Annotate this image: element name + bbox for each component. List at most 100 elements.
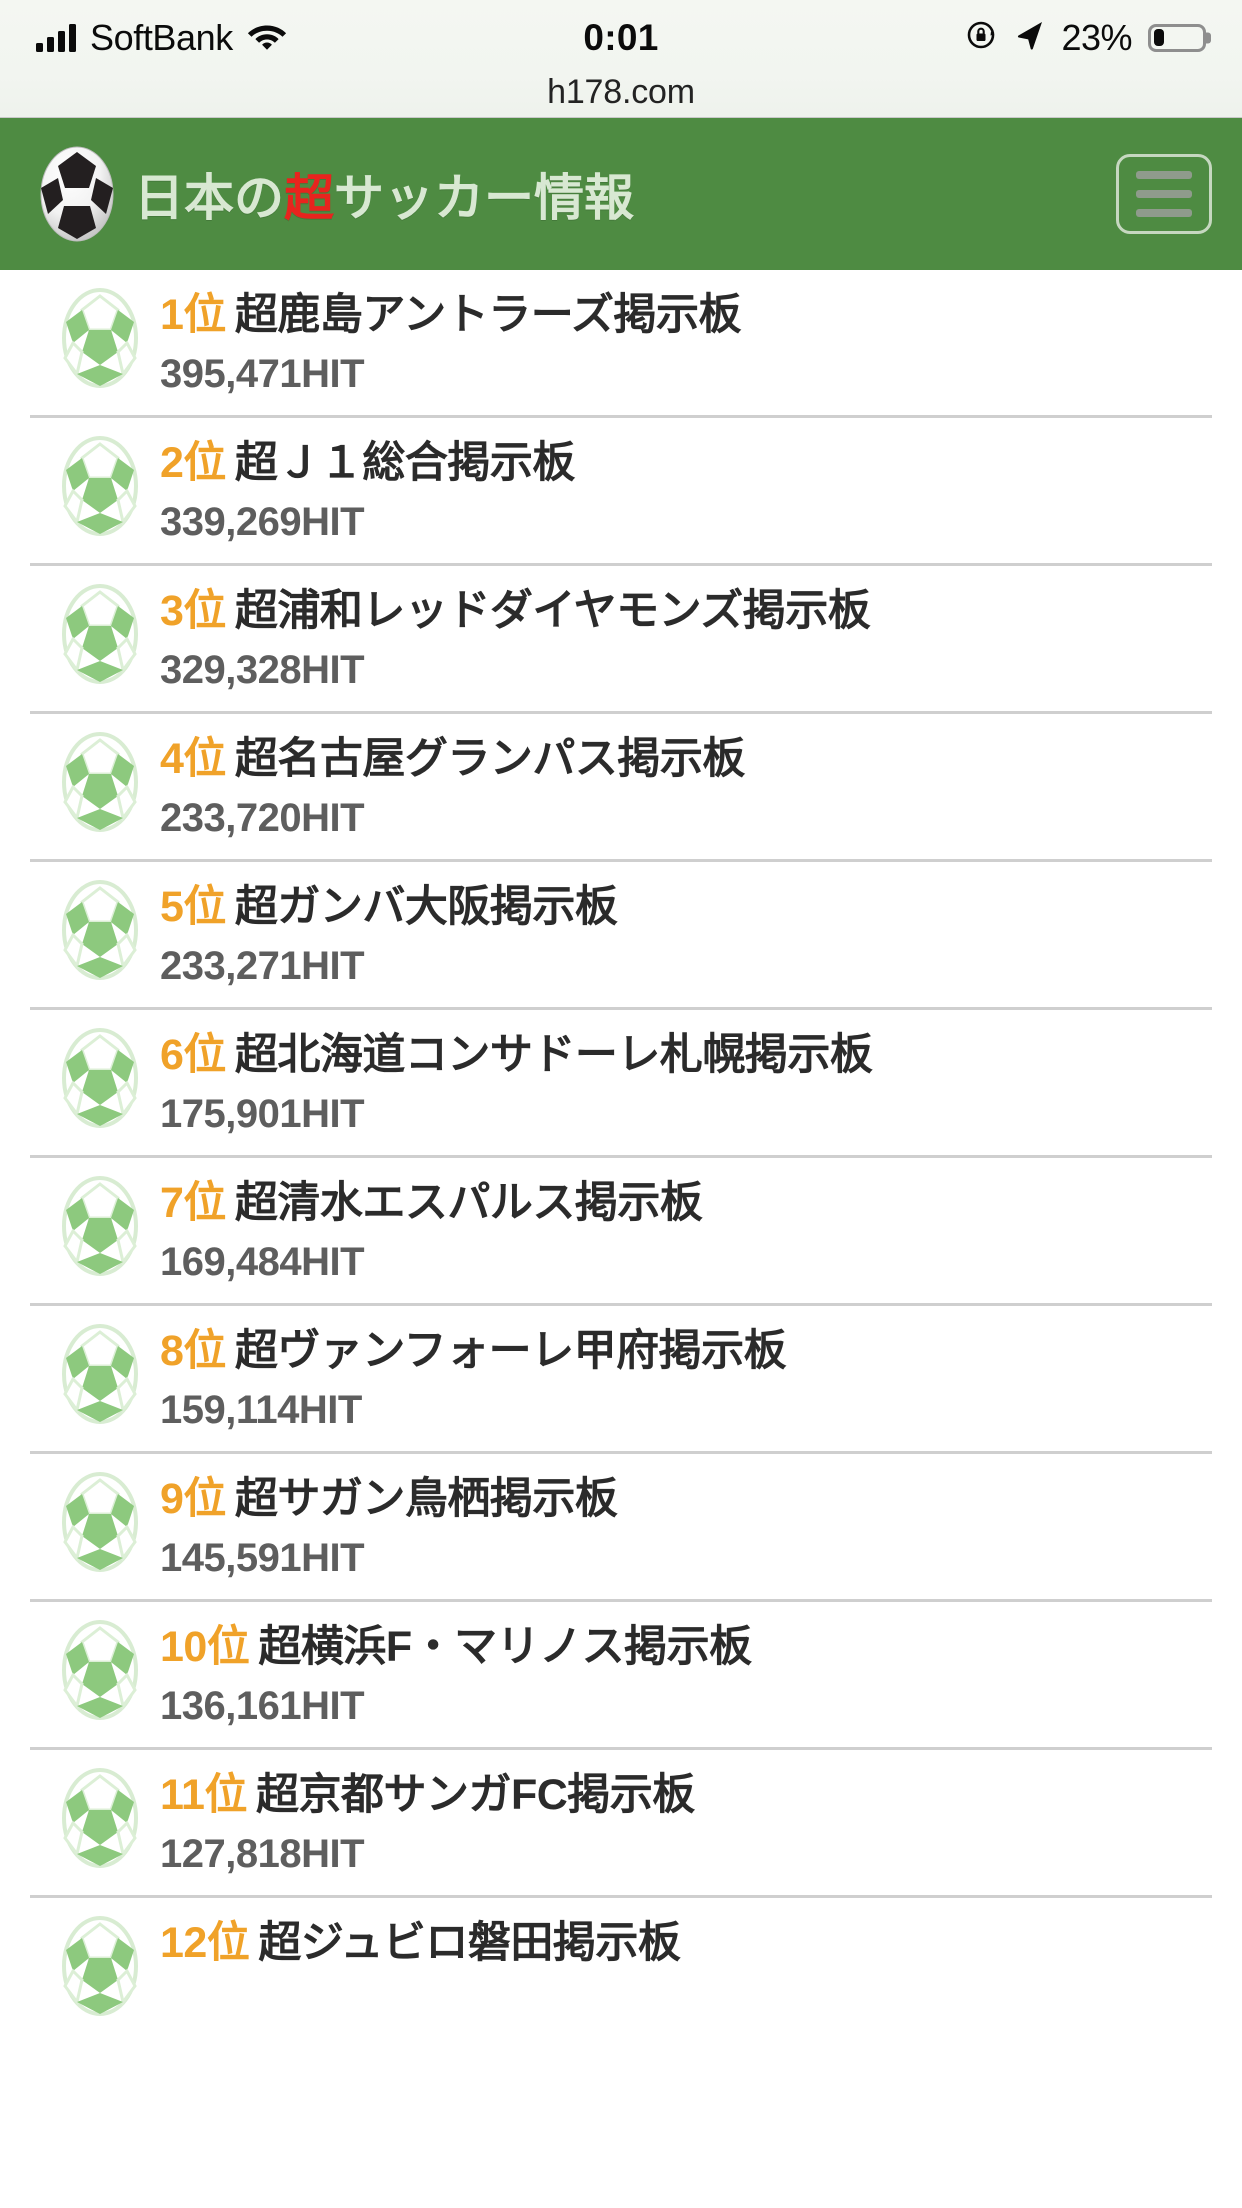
hit-count: 329,328HIT [160, 648, 365, 692]
hit-count: 233,720HIT [160, 796, 365, 840]
ranking-row[interactable]: 1位 超鹿島アントラーズ掲示板 395,471HIT [30, 270, 1212, 418]
soccer-ball-icon [56, 1322, 144, 1427]
board-title: 超ガンバ大阪掲示板 [234, 883, 618, 931]
soccer-ball-icon [56, 582, 144, 687]
wifi-icon [247, 20, 287, 55]
hit-count: 339,269HIT [160, 500, 365, 544]
soccer-ball-icon [56, 1914, 144, 2019]
rank-number: 6位 [160, 1031, 226, 1079]
soccer-ball-icon [56, 1618, 144, 1723]
ranking-row[interactable]: 7位 超清水エスパルス掲示板 169,484HIT [30, 1158, 1212, 1306]
ranking-row-heading[interactable]: 2位 超Ｊ１総合掲示板 [160, 434, 1212, 492]
ranking-row-body: 12位 超ジュビロ磐田掲示板 [160, 1912, 1212, 1974]
ranking-row-heading[interactable]: 12位 超ジュビロ磐田掲示板 [160, 1914, 1212, 1972]
ranking-row[interactable]: 8位 超ヴァンフォーレ甲府掲示板 159,114HIT [30, 1306, 1212, 1454]
ranking-row-body: 11位 超京都サンガFC掲示板 127,818HIT [160, 1764, 1212, 1882]
soccer-ball-icon [56, 730, 144, 835]
ranking-row-body: 8位 超ヴァンフォーレ甲府掲示板 159,114HIT [160, 1320, 1212, 1438]
ranking-row-heading[interactable]: 10位 超横浜F・マリノス掲示板 [160, 1618, 1212, 1676]
ranking-row[interactable]: 5位 超ガンバ大阪掲示板 233,271HIT [30, 862, 1212, 1010]
hit-count: 127,818HIT [160, 1832, 365, 1876]
soccer-ball-icon [56, 286, 144, 391]
ranking-row-heading[interactable]: 9位 超サガン鳥栖掲示板 [160, 1470, 1212, 1528]
soccer-ball-icon [56, 1026, 144, 1131]
hit-count: 233,271HIT [160, 944, 365, 988]
ranking-row-body: 9位 超サガン鳥栖掲示板 145,591HIT [160, 1468, 1212, 1586]
board-title: 超北海道コンサドーレ札幌掲示板 [234, 1031, 873, 1079]
rank-number: 8位 [160, 1327, 226, 1375]
soccer-ball-icon [56, 1766, 144, 1871]
ranking-row-body: 2位 超Ｊ１総合掲示板 339,269HIT [160, 432, 1212, 550]
ranking-row[interactable]: 4位 超名古屋グランパス掲示板 233,720HIT [30, 714, 1212, 862]
ranking-row-heading[interactable]: 5位 超ガンバ大阪掲示板 [160, 878, 1212, 936]
rank-number: 1位 [160, 291, 226, 339]
signal-bars-icon [36, 23, 76, 52]
hit-count: 145,591HIT [160, 1536, 365, 1580]
ranking-row[interactable]: 10位 超横浜F・マリノス掲示板 136,161HIT [30, 1602, 1212, 1750]
rank-number: 11位 [160, 1771, 247, 1819]
ranking-row-heading[interactable]: 1位 超鹿島アントラーズ掲示板 [160, 286, 1212, 344]
location-arrow-icon [1015, 19, 1045, 56]
hit-count: 159,114HIT [160, 1388, 362, 1432]
browser-url-bar[interactable]: h178.com [0, 75, 1242, 118]
ranking-row-heading[interactable]: 6位 超北海道コンサドーレ札幌掲示板 [160, 1026, 1212, 1084]
ranking-row-heading[interactable]: 8位 超ヴァンフォーレ甲府掲示板 [160, 1322, 1212, 1380]
ranking-row-body: 5位 超ガンバ大阪掲示板 233,271HIT [160, 876, 1212, 994]
board-title: 超サガン鳥栖掲示板 [234, 1475, 618, 1523]
board-title: 超横浜F・マリノス掲示板 [258, 1623, 752, 1671]
ranking-list: 1位 超鹿島アントラーズ掲示板 395,471HIT 2位 超Ｊ１総合掲示板 339,2… [0, 270, 1242, 2032]
soccer-ball-logo-icon [34, 144, 120, 244]
board-title: 超ヴァンフォーレ甲府掲示板 [234, 1327, 787, 1375]
hit-count: 136,161HIT [160, 1684, 365, 1728]
ranking-row[interactable]: 11位 超京都サンガFC掲示板 127,818HIT [30, 1750, 1212, 1898]
ranking-row-body: 6位 超北海道コンサドーレ札幌掲示板 175,901HIT [160, 1024, 1212, 1142]
rank-number: 7位 [160, 1179, 226, 1227]
board-title: 超京都サンガFC掲示板 [255, 1771, 695, 1819]
board-title: 超ジュビロ磐田掲示板 [258, 1919, 681, 1967]
board-title: 超鹿島アントラーズ掲示板 [234, 291, 742, 339]
ranking-row-body: 10位 超横浜F・マリノス掲示板 136,161HIT [160, 1616, 1212, 1734]
battery-percent-label: 23% [1061, 16, 1132, 58]
status-bar: SoftBank 0:01 23% [0, 0, 1242, 75]
ranking-row-heading[interactable]: 3位 超浦和レッドダイヤモンズ掲示板 [160, 582, 1212, 640]
rank-number: 12位 [160, 1919, 250, 1967]
hit-count: 169,484HIT [160, 1240, 365, 1284]
rank-number: 4位 [160, 735, 226, 783]
hamburger-menu-icon[interactable] [1116, 154, 1212, 234]
battery-icon [1148, 23, 1206, 52]
rank-number: 10位 [160, 1623, 250, 1671]
ranking-row[interactable]: 9位 超サガン鳥栖掲示板 145,591HIT [30, 1454, 1212, 1602]
soccer-ball-icon [56, 1470, 144, 1575]
ranking-row-heading[interactable]: 7位 超清水エスパルス掲示板 [160, 1174, 1212, 1232]
ranking-row-body: 4位 超名古屋グランパス掲示板 233,720HIT [160, 728, 1212, 846]
rank-number: 3位 [160, 587, 226, 635]
site-title-highlight: 超 [284, 170, 334, 226]
board-title: 超浦和レッドダイヤモンズ掲示板 [234, 587, 871, 635]
soccer-ball-icon [56, 878, 144, 983]
site-header: 日本の超サッカー情報 [0, 118, 1242, 270]
rank-number: 2位 [160, 439, 226, 487]
ranking-row[interactable]: 3位 超浦和レッドダイヤモンズ掲示板 329,328HIT [30, 566, 1212, 714]
board-title: 超清水エスパルス掲示板 [234, 1179, 703, 1227]
board-title: 超名古屋グランパス掲示板 [234, 735, 746, 783]
hit-count: 175,901HIT [160, 1092, 365, 1136]
soccer-ball-icon [56, 434, 144, 539]
status-bar-right: 23% [965, 17, 1206, 59]
rotation-lock-icon [965, 18, 999, 57]
carrier-label: SoftBank [90, 16, 233, 58]
ranking-row-body: 3位 超浦和レッドダイヤモンズ掲示板 329,328HIT [160, 580, 1212, 698]
site-title-suffix: サッカー情報 [334, 170, 634, 226]
ranking-row[interactable]: 6位 超北海道コンサドーレ札幌掲示板 175,901HIT [30, 1010, 1212, 1158]
rank-number: 9位 [160, 1475, 226, 1523]
site-title: 日本の超サッカー情報 [134, 158, 634, 230]
site-title-prefix: 日本の [134, 170, 284, 226]
url-text: h178.com [547, 73, 695, 111]
ranking-row[interactable]: 2位 超Ｊ１総合掲示板 339,269HIT [30, 418, 1212, 566]
rank-number: 5位 [160, 883, 226, 931]
ranking-row[interactable]: 12位 超ジュビロ磐田掲示板 [30, 1898, 1212, 2032]
clock-label: 0:01 [583, 16, 659, 58]
ranking-row-heading[interactable]: 11位 超京都サンガFC掲示板 [160, 1766, 1212, 1824]
ranking-row-heading[interactable]: 4位 超名古屋グランパス掲示板 [160, 730, 1212, 788]
ranking-row-body: 7位 超清水エスパルス掲示板 169,484HIT [160, 1172, 1212, 1290]
board-title: 超Ｊ１総合掲示板 [234, 439, 576, 487]
